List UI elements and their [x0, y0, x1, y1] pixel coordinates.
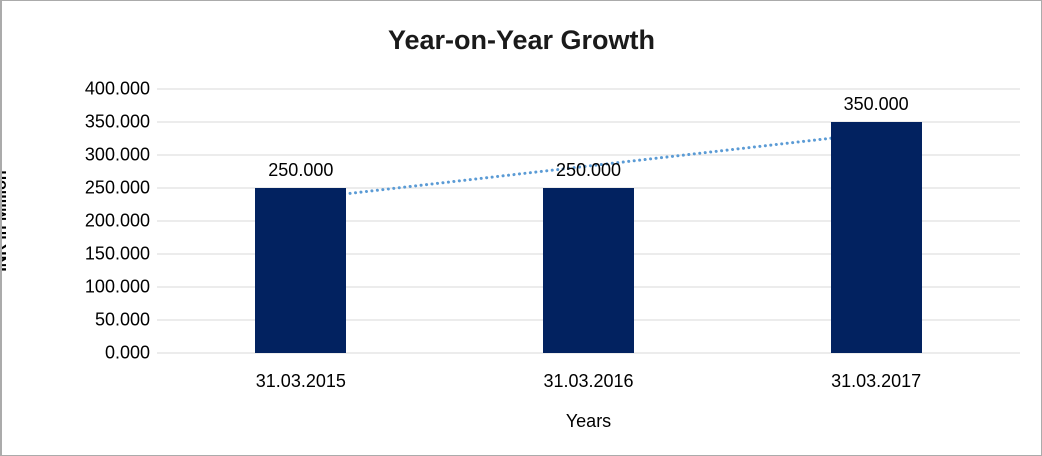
bar-value-label: 350.000	[843, 94, 909, 114]
x-tick-label: 31.03.2016	[543, 371, 634, 391]
y-tick-label: 300.000	[84, 144, 150, 165]
y-tick-label: 0.000	[104, 342, 150, 363]
bar-31.03.2015	[255, 188, 347, 353]
bar-31.03.2017	[830, 122, 922, 353]
x-tick-label: 31.03.2015	[255, 371, 346, 391]
bar-value-label: 250.000	[268, 160, 334, 180]
y-tick-label: 150.000	[84, 243, 150, 264]
x-axis-title: Years	[565, 411, 612, 431]
chart-title: Year-on-Year Growth	[387, 25, 656, 55]
y-tick-label: 250.000	[84, 177, 150, 198]
y-tick-label: 200.000	[84, 210, 150, 231]
y-tick-label: 50.000	[94, 309, 150, 330]
y-tick-label: 400.000	[84, 78, 150, 99]
bar-31.03.2016	[543, 188, 634, 353]
y-tick-labels: 0.000 50.000 100.000 150.000 200.000 250.000 3…	[2, 79, 150, 363]
x-tick-label: 31.03.2017	[831, 371, 922, 391]
y-tick-label: 100.000	[84, 276, 150, 297]
y-tick-label: 350.000	[84, 111, 150, 132]
trendline	[299, 131, 878, 201]
x-tick-labels: 31.03.2015 31.03.2016 31.03.2017	[157, 371, 1020, 395]
plot-area: 250.000 250.000 350.000	[157, 88, 1020, 354]
bar-value-label: 250.000	[555, 160, 622, 180]
